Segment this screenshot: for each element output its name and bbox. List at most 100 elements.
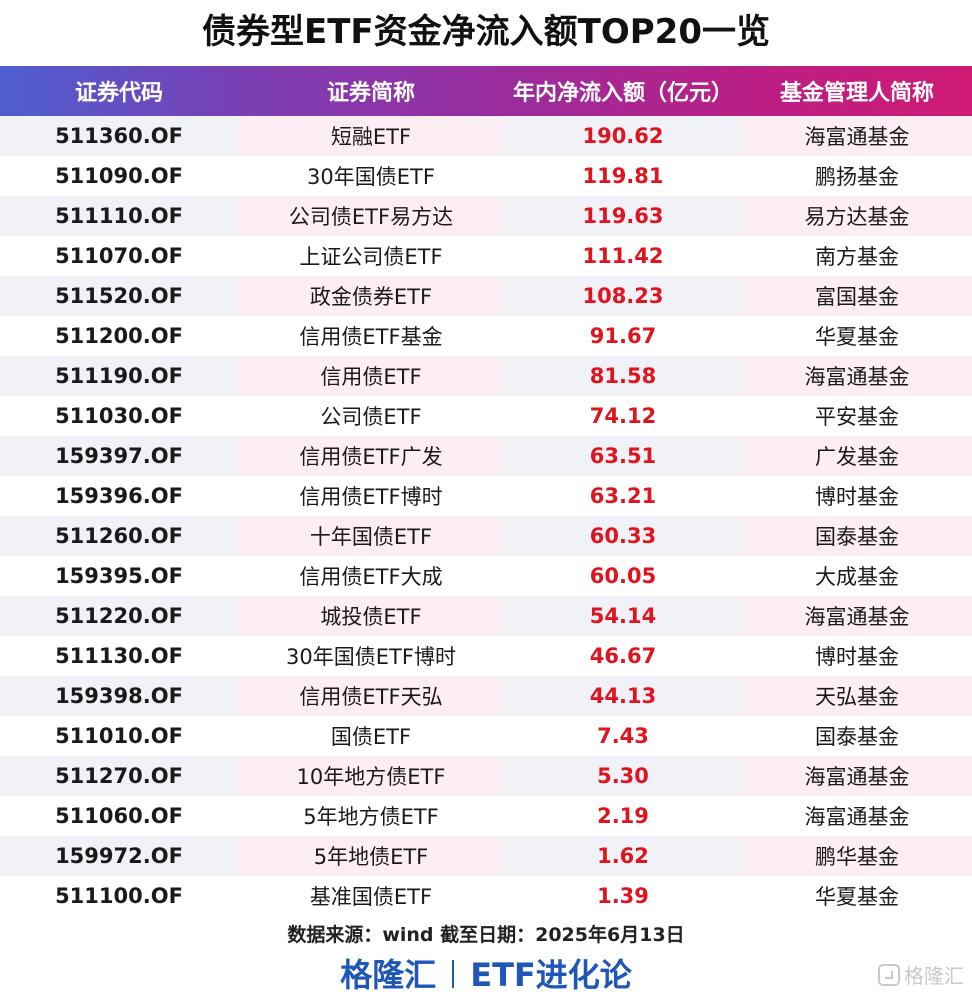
- cell-name: 信用债ETF大成: [238, 556, 504, 596]
- cell-code: 159396.OF: [0, 476, 238, 516]
- table-row: 511260.OF 十年国债ETF 60.33 国泰基金: [0, 516, 972, 556]
- table-row: 511360.OF 短融ETF 190.62 海富通基金: [0, 116, 972, 156]
- cell-net-inflow: 44.13: [504, 676, 742, 716]
- table-row: 511010.OF 国债ETF 7.43 国泰基金: [0, 716, 972, 756]
- watermark-text: 格隆汇: [904, 964, 964, 988]
- cell-name: 信用债ETF基金: [238, 316, 504, 356]
- page-title: 债券型ETF资金净流入额TOP20一览: [202, 12, 770, 52]
- table-row: 511220.OF 城投债ETF 54.14 海富通基金: [0, 596, 972, 636]
- cell-code: 511110.OF: [0, 196, 238, 236]
- table-row: 511070.OF 上证公司债ETF 111.42 南方基金: [0, 236, 972, 276]
- etf-table: 证券代码 证券简称 年内净流入额（亿元） 基金管理人简称 511360.OF 短融…: [0, 66, 972, 916]
- cell-net-inflow: 74.12: [504, 396, 742, 436]
- brand-line: 格隆汇 ETF进化论: [0, 953, 972, 997]
- cell-name: 信用债ETF天弘: [238, 676, 504, 716]
- cell-net-inflow: 5.30: [504, 756, 742, 796]
- cell-name: 信用债ETF博时: [238, 476, 504, 516]
- cell-manager: 海富通基金: [742, 596, 972, 636]
- cell-manager: 广发基金: [742, 436, 972, 476]
- cell-net-inflow: 119.81: [504, 156, 742, 196]
- cell-name: 5年地方债ETF: [238, 796, 504, 836]
- table-row: 159398.OF 信用债ETF天弘 44.13 天弘基金: [0, 676, 972, 716]
- cell-net-inflow: 63.21: [504, 476, 742, 516]
- cell-net-inflow: 1.62: [504, 836, 742, 876]
- table-row: 511520.OF 政金债券ETF 108.23 富国基金: [0, 276, 972, 316]
- cell-code: 159398.OF: [0, 676, 238, 716]
- table-row: 159397.OF 信用债ETF广发 63.51 广发基金: [0, 436, 972, 476]
- cell-name: 短融ETF: [238, 116, 504, 156]
- cell-net-inflow: 91.67: [504, 316, 742, 356]
- cell-manager: 富国基金: [742, 276, 972, 316]
- table-row: 511200.OF 信用债ETF基金 91.67 华夏基金: [0, 316, 972, 356]
- cell-manager: 大成基金: [742, 556, 972, 596]
- cell-manager: 海富通基金: [742, 796, 972, 836]
- cell-net-inflow: 46.67: [504, 636, 742, 676]
- cell-code: 159395.OF: [0, 556, 238, 596]
- cell-net-inflow: 119.63: [504, 196, 742, 236]
- table-row: 511270.OF 10年地方债ETF 5.30 海富通基金: [0, 756, 972, 796]
- cell-name: 30年国债ETF: [238, 156, 504, 196]
- cell-manager: 华夏基金: [742, 876, 972, 916]
- table-row: 511060.OF 5年地方债ETF 2.19 海富通基金: [0, 796, 972, 836]
- cell-manager: 国泰基金: [742, 516, 972, 556]
- cell-name: 5年地债ETF: [238, 836, 504, 876]
- column-header-manager: 基金管理人简称: [742, 66, 972, 116]
- cell-manager: 博时基金: [742, 476, 972, 516]
- table-row: 511190.OF 信用债ETF 81.58 海富通基金: [0, 356, 972, 396]
- cell-manager: 天弘基金: [742, 676, 972, 716]
- watermark-logo-icon: [878, 963, 900, 986]
- cell-name: 信用债ETF: [238, 356, 504, 396]
- cell-manager: 平安基金: [742, 396, 972, 436]
- cell-net-inflow: 63.51: [504, 436, 742, 476]
- cell-name: 基准国债ETF: [238, 876, 504, 916]
- cell-code: 511200.OF: [0, 316, 238, 356]
- cell-code: 159397.OF: [0, 436, 238, 476]
- cell-net-inflow: 81.58: [504, 356, 742, 396]
- brand-divider: [452, 960, 455, 988]
- cell-net-inflow: 111.42: [504, 236, 742, 276]
- column-header-code: 证券代码: [0, 66, 238, 116]
- cell-manager: 易方达基金: [742, 196, 972, 236]
- cell-manager: 海富通基金: [742, 116, 972, 156]
- watermark: 格隆汇: [878, 960, 964, 989]
- table-row: 159395.OF 信用债ETF大成 60.05 大成基金: [0, 556, 972, 596]
- cell-name: 上证公司债ETF: [238, 236, 504, 276]
- cell-net-inflow: 108.23: [504, 276, 742, 316]
- cell-code: 511030.OF: [0, 396, 238, 436]
- table-row: 511130.OF 30年国债ETF博时 46.67 博时基金: [0, 636, 972, 676]
- cell-name: 公司债ETF易方达: [238, 196, 504, 236]
- cell-net-inflow: 2.19: [504, 796, 742, 836]
- table-row: 159972.OF 5年地债ETF 1.62 鹏华基金: [0, 836, 972, 876]
- cell-code: 511130.OF: [0, 636, 238, 676]
- table-row: 159396.OF 信用债ETF博时 63.21 博时基金: [0, 476, 972, 516]
- cell-name: 国债ETF: [238, 716, 504, 756]
- cell-net-inflow: 190.62: [504, 116, 742, 156]
- table-body: 511360.OF 短融ETF 190.62 海富通基金 511090.OF 30年国债E…: [0, 116, 972, 916]
- cell-manager: 鹏华基金: [742, 836, 972, 876]
- cell-code: 511360.OF: [0, 116, 238, 156]
- cell-name: 城投债ETF: [238, 596, 504, 636]
- column-header-net-inflow: 年内净流入额（亿元）: [504, 66, 742, 116]
- cell-name: 十年国债ETF: [238, 516, 504, 556]
- cell-code: 511270.OF: [0, 756, 238, 796]
- cell-code: 511090.OF: [0, 156, 238, 196]
- cell-code: 159972.OF: [0, 836, 238, 876]
- brand-left: 格隆汇: [340, 956, 437, 994]
- cell-code: 511070.OF: [0, 236, 238, 276]
- cell-code: 511060.OF: [0, 796, 238, 836]
- cell-net-inflow: 60.33: [504, 516, 742, 556]
- cell-code: 511220.OF: [0, 596, 238, 636]
- cell-net-inflow: 54.14: [504, 596, 742, 636]
- cell-manager: 华夏基金: [742, 316, 972, 356]
- cell-manager: 南方基金: [742, 236, 972, 276]
- cell-net-inflow: 7.43: [504, 716, 742, 756]
- cell-name: 政金债券ETF: [238, 276, 504, 316]
- cell-name: 公司债ETF: [238, 396, 504, 436]
- cell-manager: 海富通基金: [742, 756, 972, 796]
- source-note: 数据来源：wind 截至日期：2025年6月13日: [287, 924, 685, 946]
- brand-right: ETF进化论: [470, 956, 632, 994]
- table-row: 511100.OF 基准国债ETF 1.39 华夏基金: [0, 876, 972, 916]
- cell-name: 信用债ETF广发: [238, 436, 504, 476]
- cell-net-inflow: 60.05: [504, 556, 742, 596]
- cell-manager: 国泰基金: [742, 716, 972, 756]
